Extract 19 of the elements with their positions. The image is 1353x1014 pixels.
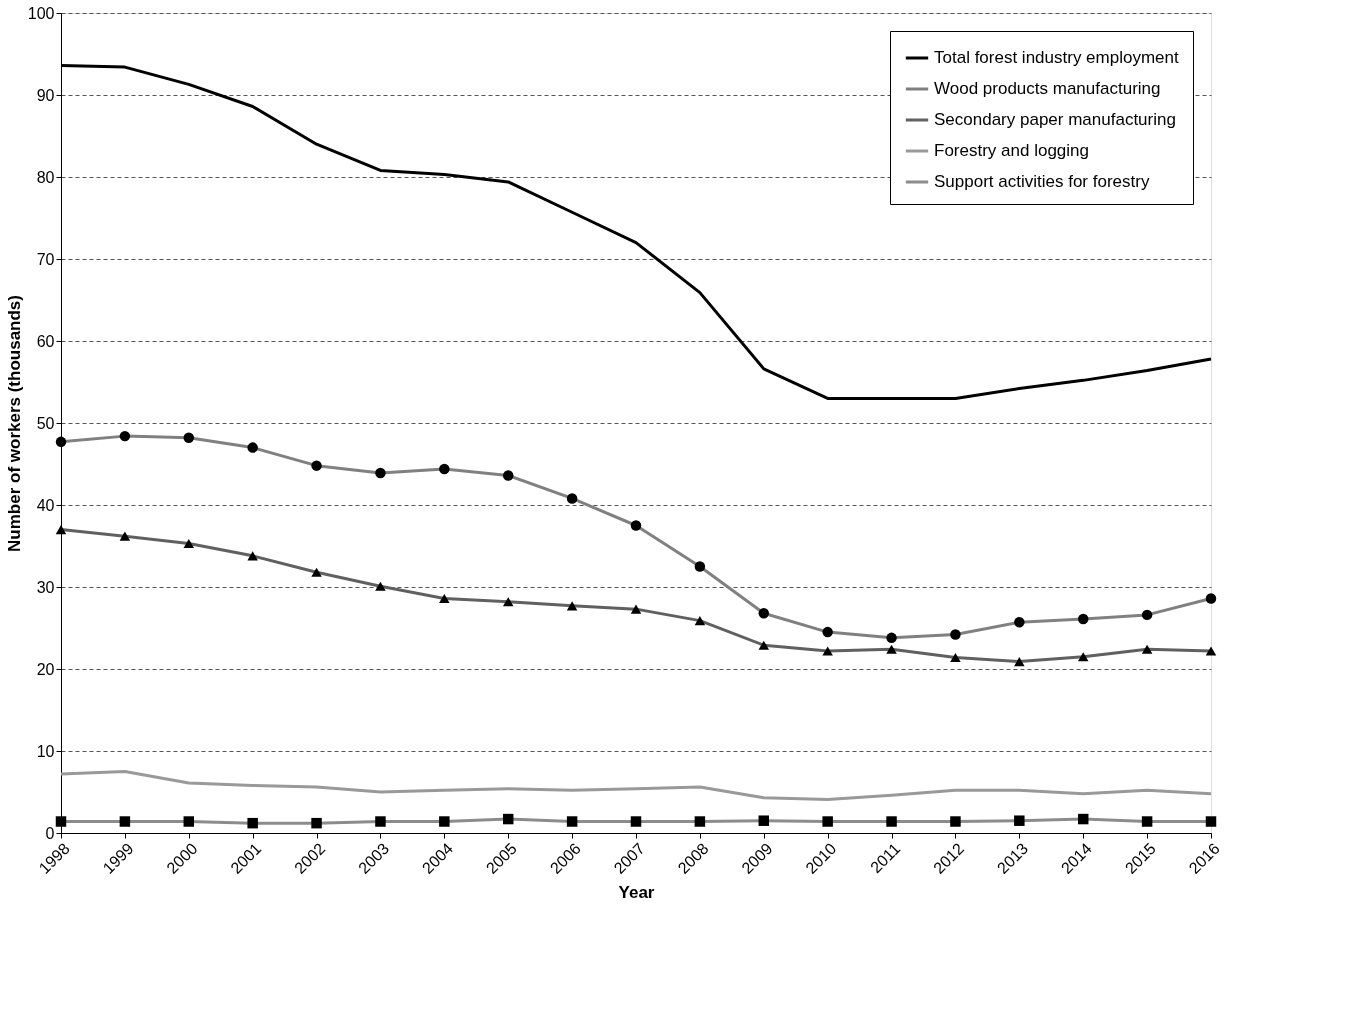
y-axis-title: Number of workers (thousands) [4,295,24,552]
y-tick-label: 0 [45,824,55,842]
y-tick-label: 40 [36,496,55,514]
legend-label: Secondary paper manufacturing [934,110,1176,129]
x-axis-title: Year [618,882,655,902]
y-tick-label: 100 [27,4,55,22]
legend-label: Support activities for forestry [934,172,1150,191]
y-tick-label: 10 [36,742,55,760]
y-tick-label: 30 [36,578,55,596]
line-series [59,770,1213,801]
legend-label: Forestry and logging [934,141,1089,160]
legend-label: Total forest industry employment [934,48,1179,67]
y-tick-label: 50 [36,414,55,432]
y-tick-label: 70 [36,250,55,268]
legend-label: Wood products manufacturing [934,79,1161,98]
y-tick-label: 90 [36,86,55,104]
y-tick-label: 20 [36,660,55,678]
y-tick-label: 60 [36,332,55,350]
y-tick-label: 80 [36,168,55,186]
